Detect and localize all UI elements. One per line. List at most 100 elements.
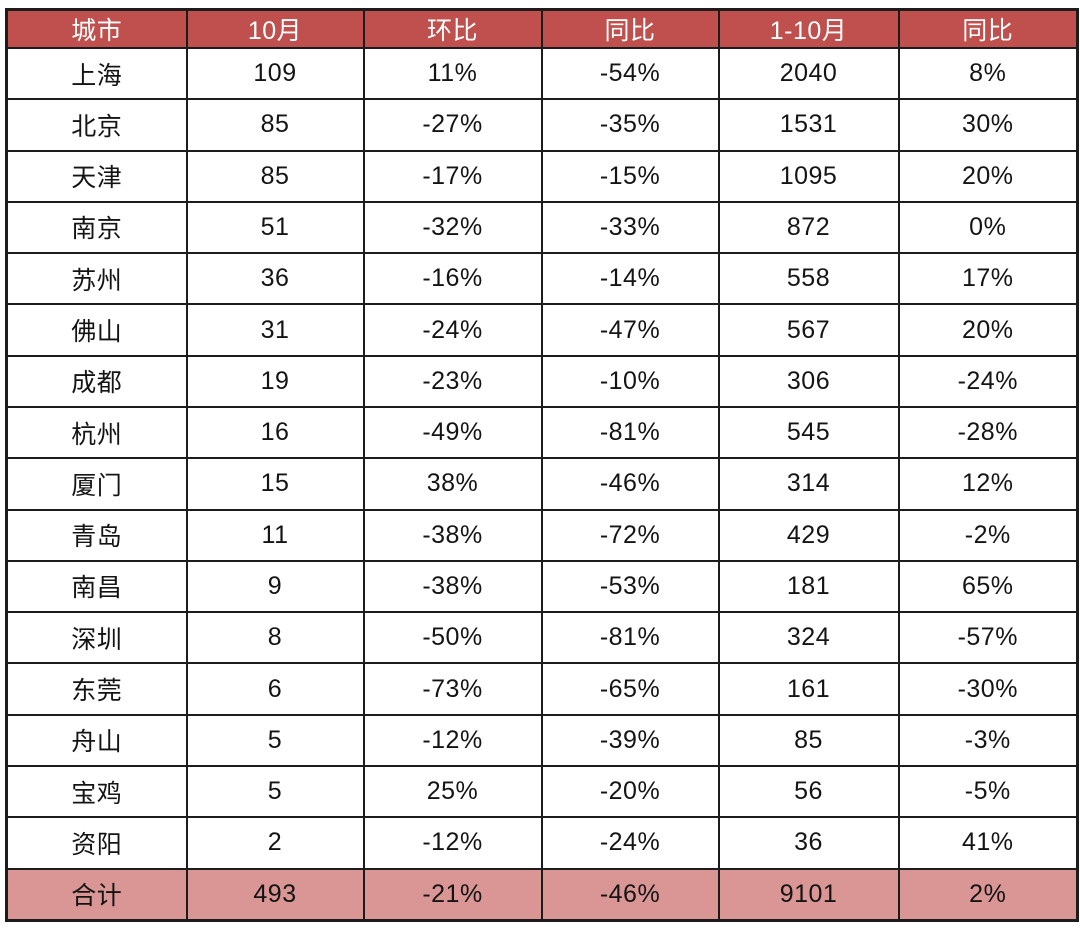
value-cell: -32% (362, 200, 543, 255)
column-header-6: 同比 (897, 8, 1079, 49)
value-cell: 181 (717, 559, 900, 614)
city-cell: 深圳 (5, 611, 188, 665)
value-cell: 16 (185, 405, 365, 460)
value-cell: 324 (717, 611, 900, 665)
value-cell: -27% (362, 98, 543, 152)
value-cell: 25% (362, 764, 543, 819)
value-cell: -35% (540, 98, 720, 152)
table-row: 青岛 11 -38% -72% 429 -2% (5, 508, 1079, 562)
value-cell: 5 (185, 764, 365, 819)
column-header-4: 同比 (540, 8, 720, 49)
value-cell: 12% (897, 457, 1079, 511)
city-cell: 苏州 (5, 252, 188, 306)
table-row: 苏州 36 -16% -14% 558 17% (5, 252, 1079, 306)
city-cell: 佛山 (5, 303, 188, 357)
total-value-cell: 2% (897, 867, 1079, 922)
city-cell: 杭州 (5, 405, 188, 460)
value-cell: 56 (717, 764, 900, 819)
header-row: 城市 10月 环比 同比 1-10月 同比 (5, 8, 1079, 49)
value-cell: -72% (540, 508, 720, 562)
city-stats-table: 城市 10月 环比 同比 1-10月 同比 上海 109 11% -54% 2040 8% 北京 85-… (5, 8, 1079, 922)
value-cell: 1531 (717, 98, 900, 152)
city-cell: 东莞 (5, 662, 188, 716)
value-cell: -3% (897, 713, 1079, 767)
value-cell: -81% (540, 405, 720, 460)
total-value-cell: 493 (185, 867, 365, 922)
value-cell: 109 (185, 46, 365, 101)
value-cell: -46% (540, 457, 720, 511)
city-cell: 宝鸡 (5, 764, 188, 819)
value-cell: -50% (362, 611, 543, 665)
city-cell: 成都 (5, 354, 188, 408)
value-cell: -24% (897, 354, 1079, 408)
column-header-3: 环比 (362, 8, 543, 49)
table-row: 天津 85 -17% -15% 1095 20% (5, 149, 1079, 203)
value-cell: -81% (540, 611, 720, 665)
city-cell: 青岛 (5, 508, 188, 562)
table-row: 北京 85 -27% -35% 1531 30% (5, 98, 1079, 152)
value-cell: -38% (362, 559, 543, 614)
table-row: 宝鸡 5 25% -20% 56 -5% (5, 764, 1079, 819)
value-cell: -20% (540, 764, 720, 819)
table-row: 资阳 2 -12% -24% 36 41% (5, 816, 1079, 870)
value-cell: -16% (362, 252, 543, 306)
value-cell: 38% (362, 457, 543, 511)
column-header-2: 10月 (185, 8, 365, 49)
value-cell: 65% (897, 559, 1079, 614)
value-cell: 41% (897, 816, 1079, 870)
value-cell: 19 (185, 354, 365, 408)
total-value-cell: -46% (540, 867, 720, 922)
value-cell: 314 (717, 457, 900, 511)
city-cell: 北京 (5, 98, 188, 152)
value-cell: 2 (185, 816, 365, 870)
value-cell: -24% (540, 816, 720, 870)
value-cell: -38% (362, 508, 543, 562)
value-cell: 85 (185, 149, 365, 203)
total-row: 合计 493 -21% -46% 9101 2% (5, 867, 1079, 922)
value-cell: 31 (185, 303, 365, 357)
value-cell: -65% (540, 662, 720, 716)
value-cell: 545 (717, 405, 900, 460)
value-cell: -12% (362, 713, 543, 767)
value-cell: 85 (185, 98, 365, 152)
city-cell: 资阳 (5, 816, 188, 870)
table-footer: 合计 493 -21% -46% 9101 2% (5, 867, 1079, 922)
value-cell: 0% (897, 200, 1079, 255)
value-cell: 2040 (717, 46, 900, 101)
column-header-1: 城市 (5, 8, 188, 49)
value-cell: -17% (362, 149, 543, 203)
value-cell: 36 (185, 252, 365, 306)
value-cell: 11 (185, 508, 365, 562)
value-cell: -2% (897, 508, 1079, 562)
value-cell: -57% (897, 611, 1079, 665)
city-cell: 天津 (5, 149, 188, 203)
value-cell: -12% (362, 816, 543, 870)
table-row: 南京 51 -32% -33% 872 0% (5, 200, 1079, 255)
value-cell: -24% (362, 303, 543, 357)
value-cell: -49% (362, 405, 543, 460)
value-cell: 429 (717, 508, 900, 562)
value-cell: -33% (540, 200, 720, 255)
value-cell: 30% (897, 98, 1079, 152)
city-cell: 南昌 (5, 559, 188, 614)
total-value-cell: -21% (362, 867, 543, 922)
value-cell: 6 (185, 662, 365, 716)
value-cell: -5% (897, 764, 1079, 819)
value-cell: 161 (717, 662, 900, 716)
table-row: 南昌 9 -38% -53% 181 65% (5, 559, 1079, 614)
value-cell: 8 (185, 611, 365, 665)
value-cell: 872 (717, 200, 900, 255)
value-cell: 36 (717, 816, 900, 870)
value-cell: 20% (897, 149, 1079, 203)
value-cell: -30% (897, 662, 1079, 716)
column-header-5: 1-10月 (717, 8, 900, 49)
value-cell: -10% (540, 354, 720, 408)
value-cell: 85 (717, 713, 900, 767)
table-row: 佛山 31 -24% -47% 567 20% (5, 303, 1079, 357)
table-row: 厦门 15 38% -46% 314 12% (5, 457, 1079, 511)
value-cell: -28% (897, 405, 1079, 460)
table-row: 东莞 6 -73% -65% 161 -30% (5, 662, 1079, 716)
value-cell: 17% (897, 252, 1079, 306)
table-row: 成都 19 -23% -10% 306 -24% (5, 354, 1079, 408)
